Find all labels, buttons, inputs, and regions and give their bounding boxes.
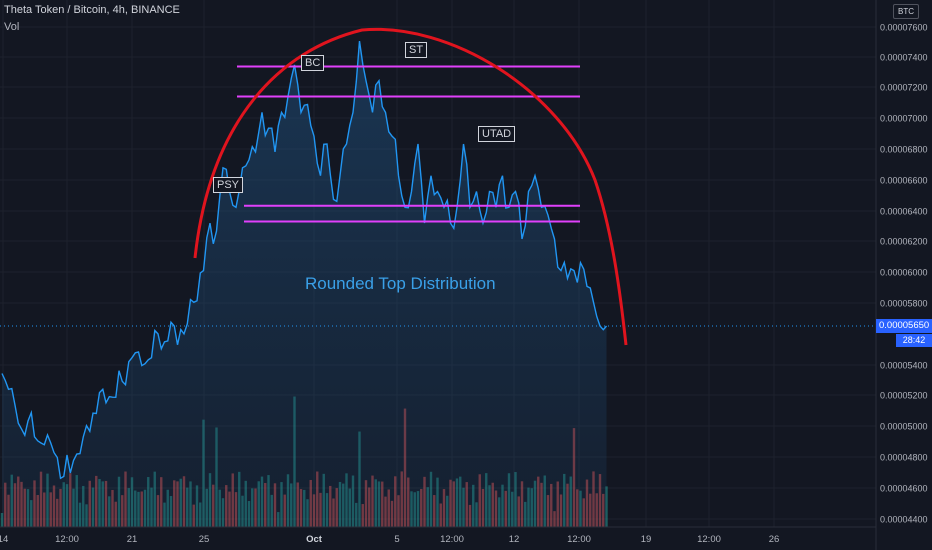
rounded-top-curve[interactable] — [193, 27, 628, 346]
x-axis-tick-label: 12:00 — [697, 534, 721, 545]
y-axis-tick-label: 0.00006000 — [880, 268, 928, 278]
y-axis-tick-label: 0.00007400 — [880, 53, 928, 63]
x-axis-tick-label: 12:00 — [440, 534, 464, 545]
price-area-fill — [2, 41, 607, 527]
y-axis-tick-label: 0.00004400 — [880, 515, 928, 525]
current-price-label: 0.00005650 — [876, 319, 932, 333]
y-axis-tick-label: 0.00007200 — [880, 83, 928, 93]
volume-indicator-label[interactable]: Vol — [4, 21, 20, 33]
utad-label[interactable]: UTAD — [478, 126, 516, 142]
psy-label[interactable]: PSY — [213, 177, 244, 193]
st-label[interactable]: ST — [405, 42, 428, 58]
x-axis-tick-label: 12:00 — [55, 534, 79, 545]
currency-badge[interactable]: BTC — [893, 4, 919, 19]
y-axis-tick-label: 0.00005200 — [880, 391, 928, 401]
y-axis-tick-label: 0.00005400 — [880, 361, 928, 371]
x-axis-tick-label: 14 — [0, 534, 8, 545]
x-axis-tick-label: 12 — [509, 534, 520, 545]
x-axis-tick-label: 19 — [641, 534, 652, 545]
y-axis-tick-label: 0.00007000 — [880, 114, 928, 124]
y-axis-tick-label: 0.00004800 — [880, 453, 928, 463]
y-axis-tick-label: 0.00006800 — [880, 145, 928, 155]
x-axis-tick-label: 26 — [769, 534, 780, 545]
bar-countdown-label: 28:42 — [896, 334, 932, 347]
y-axis-tick-label: 0.00006400 — [880, 207, 928, 217]
x-axis-tick-label: 25 — [199, 534, 210, 545]
symbol-title[interactable]: Theta Token / Bitcoin, 4h, BINANCE — [4, 4, 180, 16]
y-axis-tick-label: 0.00007600 — [880, 23, 928, 33]
pattern-annotation[interactable]: Rounded Top Distribution — [305, 274, 496, 293]
x-axis-tick-label: 21 — [127, 534, 138, 545]
y-axis-tick-label: 0.00006600 — [880, 176, 928, 186]
x-axis-tick-label: Oct — [306, 534, 323, 545]
y-axis-tick-label: 0.00006200 — [880, 237, 928, 247]
y-axis-tick-label: 0.00004600 — [880, 484, 928, 494]
x-axis-tick-label: 5 — [394, 534, 399, 545]
y-axis-tick-label: 0.00005800 — [880, 299, 928, 309]
price-line[interactable] — [1, 41, 608, 480]
bc-label[interactable]: BC — [301, 55, 325, 71]
y-axis-tick-label: 0.00005000 — [880, 422, 928, 432]
x-axis-tick-label: 12:00 — [567, 534, 591, 545]
